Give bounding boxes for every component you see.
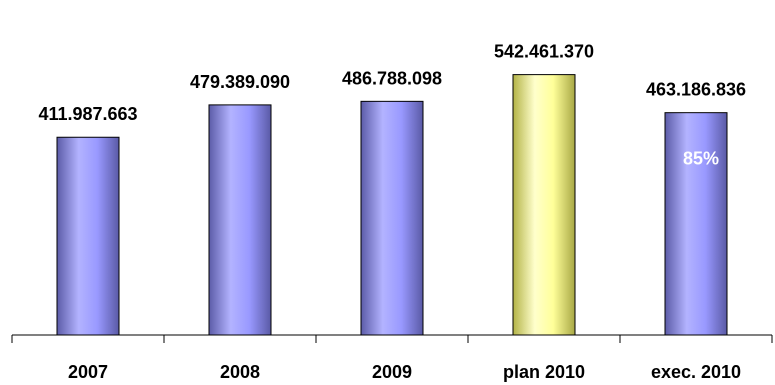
data-label: 486.788.098 bbox=[342, 68, 442, 88]
data-label: 411.987.663 bbox=[38, 104, 137, 124]
category-label: exec. 2010 bbox=[651, 362, 741, 382]
data-label: 463.186.836 bbox=[646, 80, 746, 100]
category-label: 2008 bbox=[220, 362, 260, 382]
bar-plan-2010 bbox=[512, 74, 576, 336]
annotation-label: 85% bbox=[683, 149, 719, 169]
data-label: 479.389.090 bbox=[190, 72, 290, 92]
x-axis bbox=[11, 334, 773, 343]
labels-group: 411.987.663 2007 479.389.090 2008 486.788.09… bbox=[38, 42, 746, 382]
bar-2008 bbox=[208, 104, 272, 336]
category-label: plan 2010 bbox=[503, 362, 585, 382]
category-label: 2007 bbox=[68, 362, 108, 382]
data-label: 542.461.370 bbox=[494, 42, 594, 62]
bar-2009 bbox=[360, 100, 424, 336]
bar-exec-2010 bbox=[664, 112, 728, 336]
bars-group bbox=[56, 74, 728, 336]
bar-2007 bbox=[56, 136, 120, 336]
category-label: 2009 bbox=[372, 362, 412, 382]
